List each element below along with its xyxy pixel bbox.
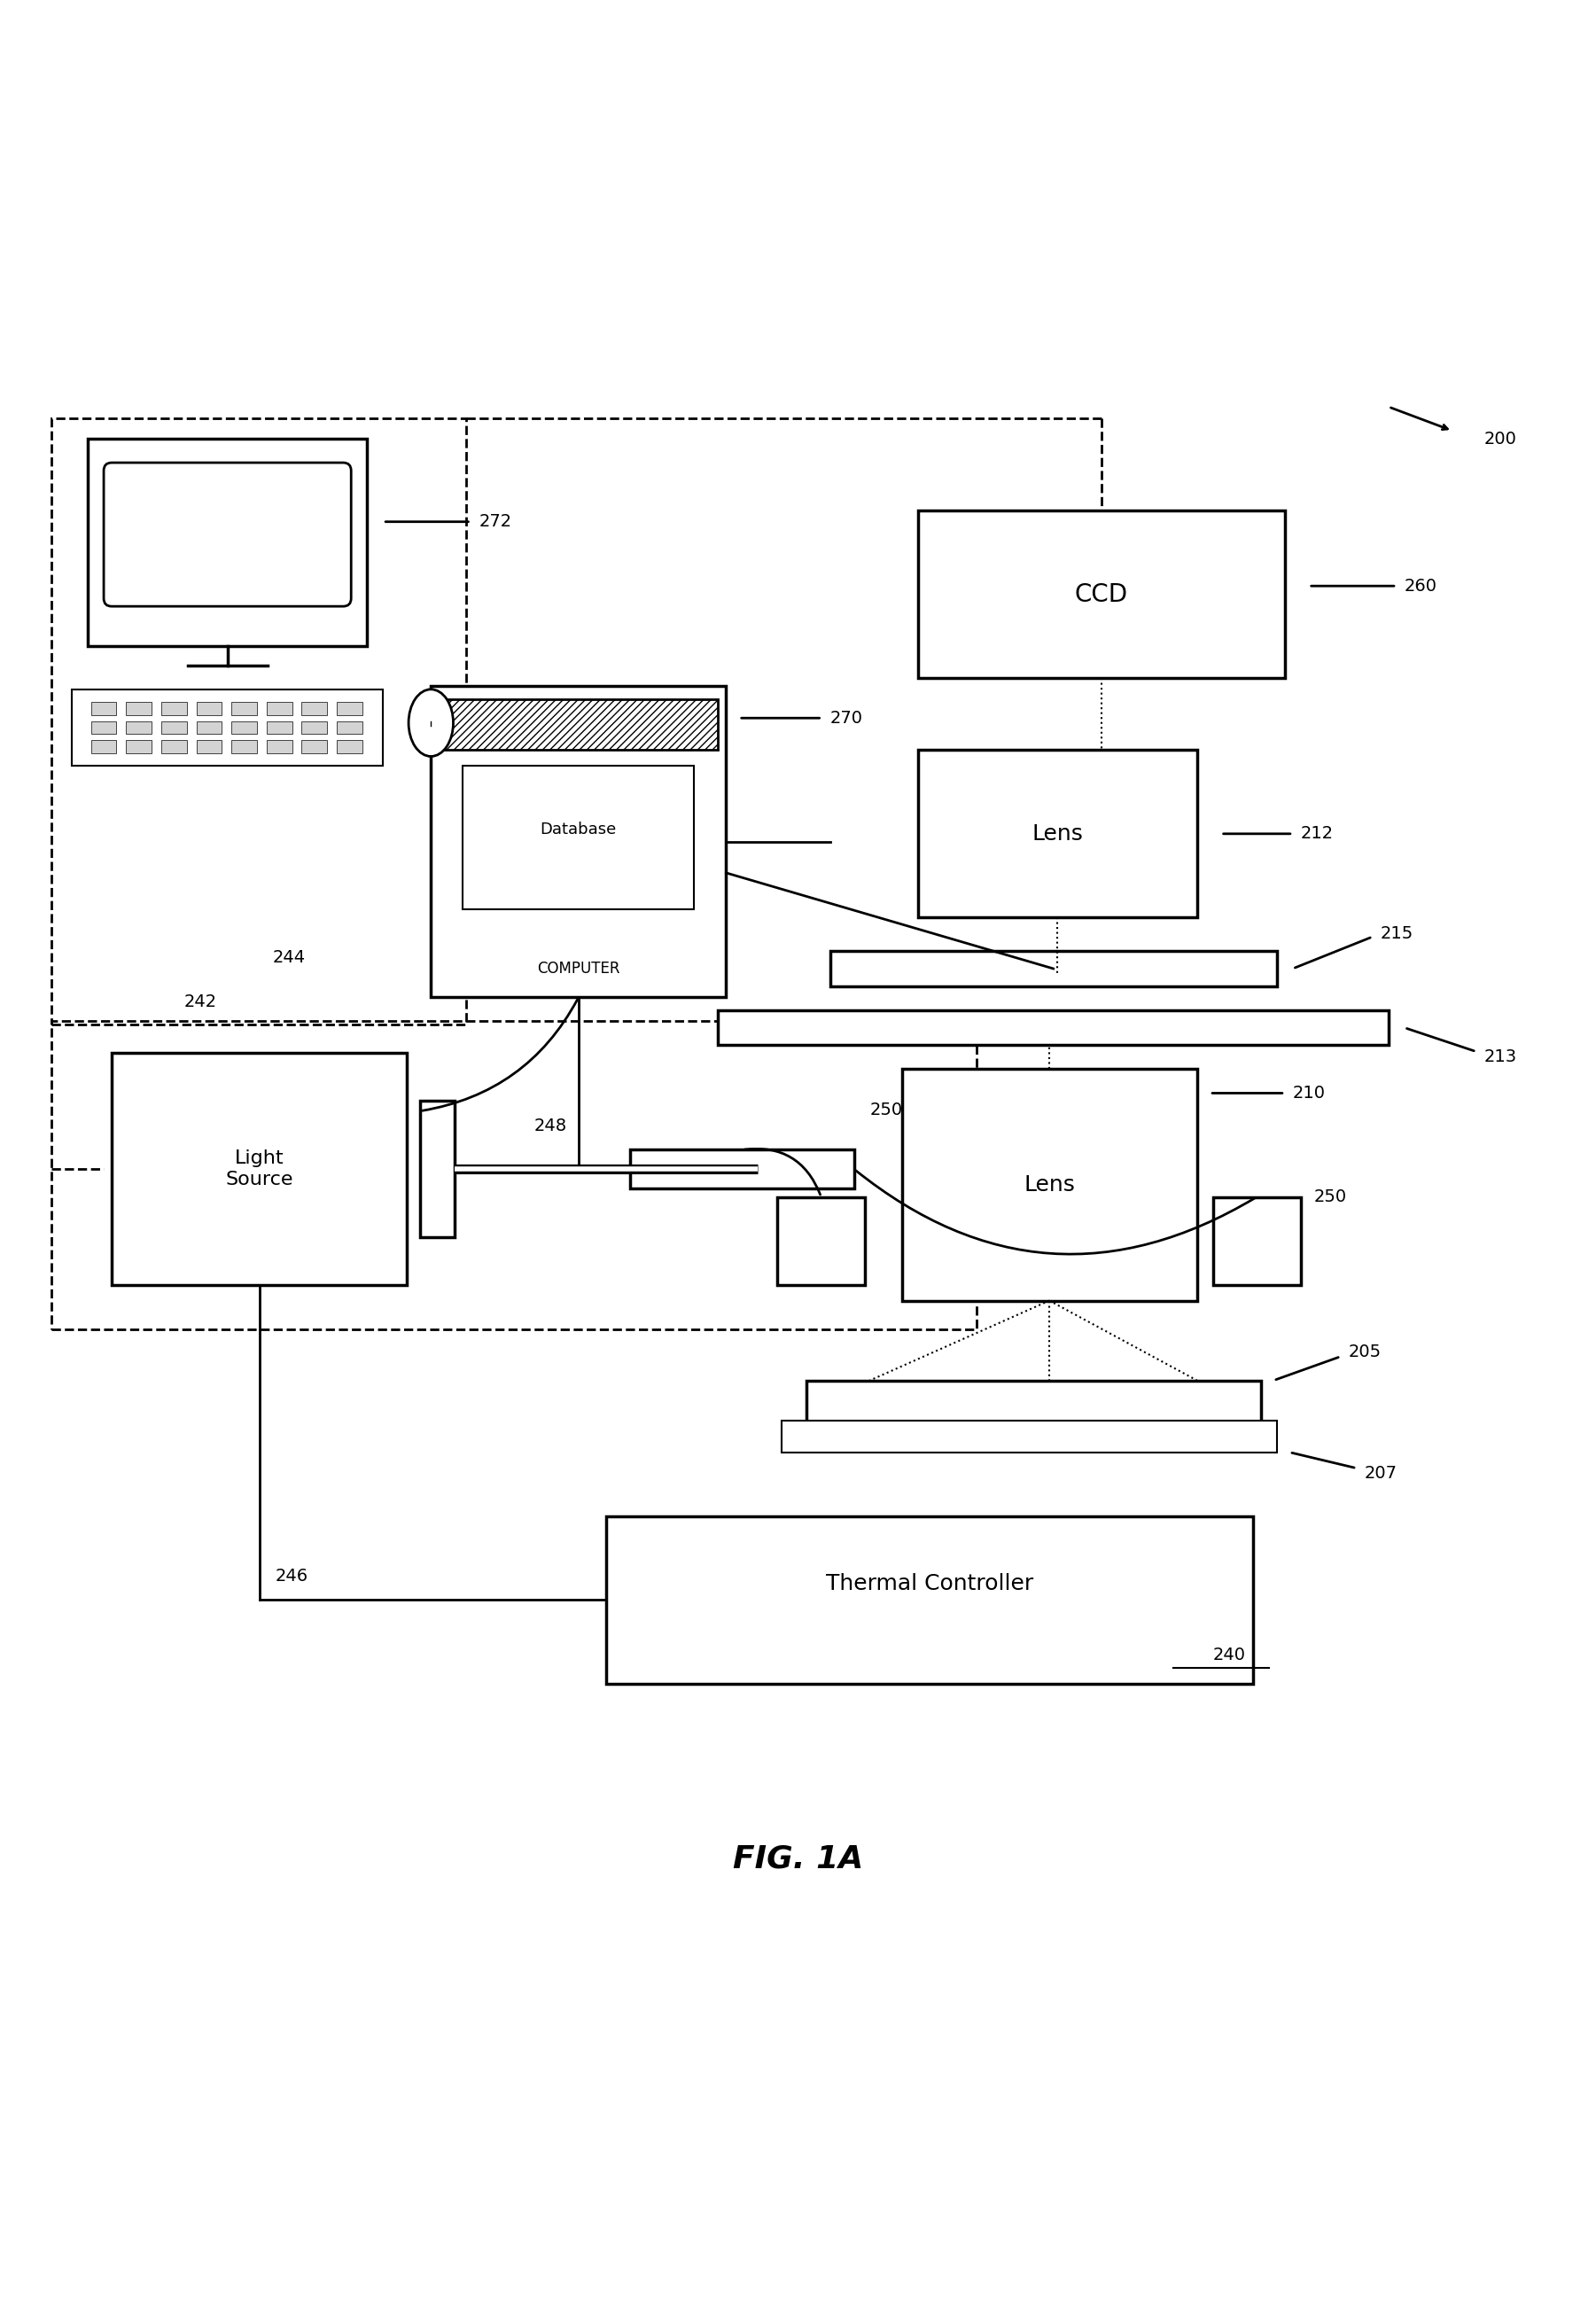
Ellipse shape (409, 689, 453, 756)
FancyBboxPatch shape (830, 951, 1277, 986)
FancyBboxPatch shape (782, 1420, 1277, 1452)
Text: 213: 213 (1484, 1048, 1518, 1064)
FancyBboxPatch shape (72, 689, 383, 765)
FancyBboxPatch shape (104, 462, 351, 607)
FancyBboxPatch shape (337, 722, 362, 733)
Text: FIG. 1A: FIG. 1A (733, 1845, 863, 1875)
FancyBboxPatch shape (91, 703, 117, 715)
Text: CCD: CCD (1074, 581, 1128, 607)
Text: Light
Source: Light Source (225, 1149, 294, 1188)
FancyBboxPatch shape (267, 703, 292, 715)
FancyBboxPatch shape (718, 1011, 1389, 1046)
FancyBboxPatch shape (918, 510, 1285, 678)
Text: 246: 246 (275, 1567, 308, 1583)
Text: Database: Database (541, 823, 616, 839)
FancyBboxPatch shape (302, 722, 327, 733)
FancyBboxPatch shape (112, 1052, 407, 1285)
Text: 212: 212 (1301, 825, 1334, 841)
FancyBboxPatch shape (902, 1069, 1197, 1301)
FancyBboxPatch shape (196, 722, 222, 733)
FancyBboxPatch shape (126, 722, 152, 733)
FancyBboxPatch shape (302, 703, 327, 715)
Text: Lens: Lens (1031, 823, 1084, 843)
Text: 207: 207 (1365, 1464, 1398, 1482)
FancyBboxPatch shape (91, 722, 117, 733)
FancyBboxPatch shape (777, 1197, 865, 1285)
Text: COMPUTER: COMPUTER (538, 961, 619, 977)
Text: 248: 248 (533, 1117, 567, 1135)
Text: 250: 250 (870, 1101, 903, 1119)
Text: 260: 260 (1404, 577, 1438, 595)
FancyBboxPatch shape (91, 740, 117, 754)
Text: 205: 205 (1349, 1344, 1382, 1360)
FancyBboxPatch shape (126, 703, 152, 715)
Text: 240: 240 (1213, 1648, 1245, 1664)
Text: 210: 210 (1293, 1085, 1326, 1101)
Text: Lens: Lens (1023, 1174, 1076, 1195)
FancyBboxPatch shape (161, 722, 187, 733)
FancyBboxPatch shape (439, 699, 718, 749)
FancyBboxPatch shape (420, 1101, 455, 1236)
Text: Thermal Controller: Thermal Controller (825, 1574, 1034, 1595)
FancyBboxPatch shape (302, 740, 327, 754)
Text: 244: 244 (273, 949, 305, 965)
FancyBboxPatch shape (1213, 1197, 1301, 1285)
FancyBboxPatch shape (88, 439, 367, 646)
FancyBboxPatch shape (630, 1149, 854, 1188)
FancyBboxPatch shape (231, 722, 257, 733)
FancyBboxPatch shape (161, 740, 187, 754)
FancyBboxPatch shape (267, 722, 292, 733)
Text: 200: 200 (1484, 430, 1516, 448)
Text: 215: 215 (1381, 926, 1414, 942)
FancyBboxPatch shape (267, 740, 292, 754)
FancyBboxPatch shape (918, 749, 1197, 917)
FancyBboxPatch shape (463, 765, 694, 910)
FancyBboxPatch shape (337, 703, 362, 715)
FancyBboxPatch shape (196, 740, 222, 754)
Text: 270: 270 (830, 710, 863, 726)
Text: 272: 272 (479, 512, 512, 531)
FancyBboxPatch shape (161, 703, 187, 715)
FancyBboxPatch shape (231, 740, 257, 754)
FancyBboxPatch shape (806, 1381, 1261, 1429)
Text: 242: 242 (184, 993, 217, 1011)
FancyBboxPatch shape (231, 703, 257, 715)
FancyBboxPatch shape (606, 1517, 1253, 1684)
FancyBboxPatch shape (196, 703, 222, 715)
Text: 250: 250 (1314, 1188, 1347, 1206)
FancyBboxPatch shape (431, 687, 726, 997)
FancyBboxPatch shape (126, 740, 152, 754)
FancyBboxPatch shape (337, 740, 362, 754)
